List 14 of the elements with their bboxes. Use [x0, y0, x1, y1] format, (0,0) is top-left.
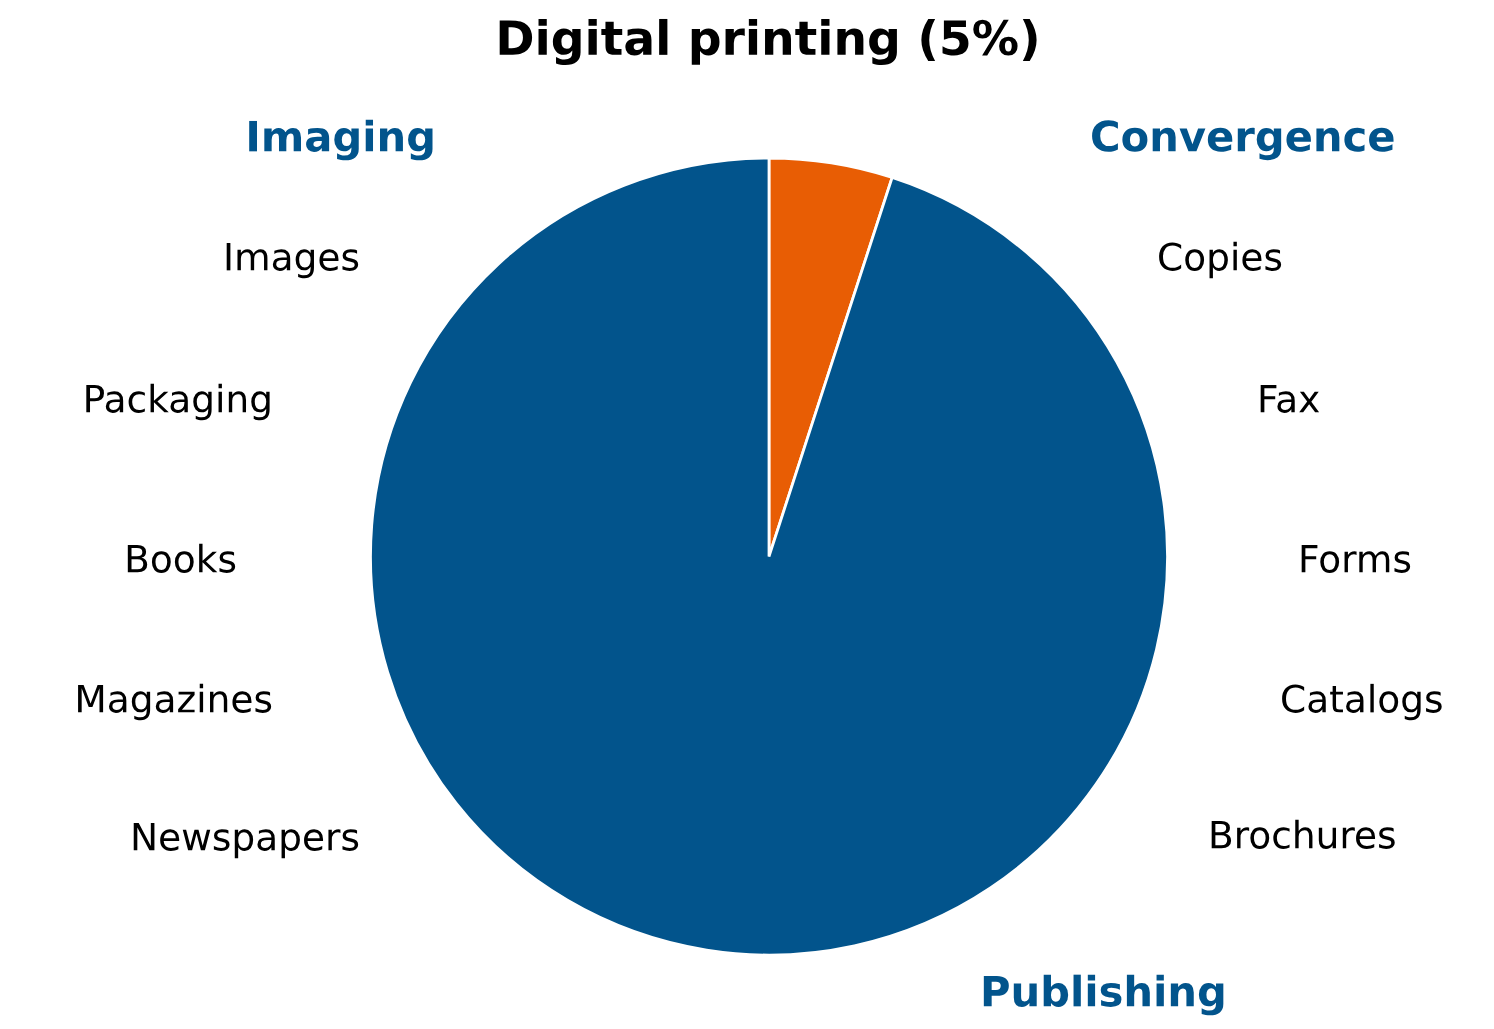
text: Brochures [1211, 819, 1395, 849]
text: Fax [1260, 385, 1320, 413]
text: Publishing [983, 974, 1224, 1016]
text: Packaging [86, 383, 270, 421]
chart-title: Digital printing (5%) [499, 18, 1037, 66]
text: Imaging [249, 119, 433, 161]
text: Catalogs [1282, 683, 1442, 721]
text: Forms [1301, 545, 1411, 573]
text: Magazines [78, 683, 272, 721]
text: Convergence [1092, 120, 1394, 161]
text: Copies [1159, 241, 1282, 279]
text: Newspapers [133, 823, 359, 859]
text: Images [226, 243, 359, 279]
text: Books [127, 543, 236, 573]
